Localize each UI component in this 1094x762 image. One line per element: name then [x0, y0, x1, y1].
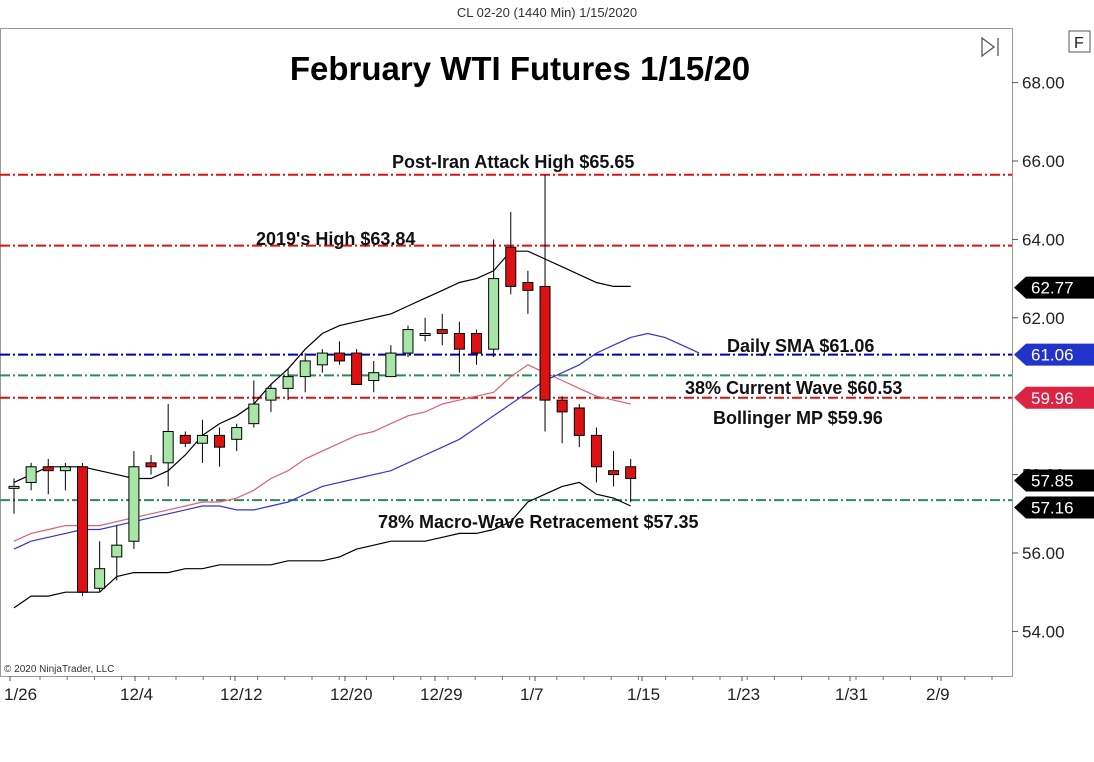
x-tick-label: 12/4	[120, 685, 153, 704]
candle-body	[299, 360, 311, 378]
candle-body	[282, 376, 294, 389]
candle-body	[196, 434, 208, 444]
x-tick-label: 12/29	[420, 685, 463, 704]
candle-body	[556, 399, 568, 413]
candle-body	[351, 352, 363, 385]
x-tick-label: 1/15	[627, 685, 660, 704]
y-tick-label: 66.00	[1022, 152, 1065, 171]
candle-body	[419, 332, 431, 336]
y-tick-label: 62.00	[1022, 309, 1065, 328]
candle-body	[316, 352, 328, 366]
price-tag	[1014, 343, 1094, 366]
mode-button[interactable]	[1068, 30, 1091, 53]
level-label: 2019's High $63.84	[256, 229, 415, 249]
candle-body	[179, 434, 191, 444]
level-label: 78% Macro-Wave Retracement $57.35	[378, 512, 699, 532]
x-tick-label: 2/9	[926, 685, 950, 704]
candle-body	[8, 485, 20, 489]
y-tick-label: 64.00	[1022, 230, 1065, 249]
candle-body	[625, 466, 637, 480]
candle-body	[25, 466, 37, 483]
scroll-to-end-icon[interactable]	[981, 36, 996, 58]
level-label: Post-Iran Attack High $65.65	[392, 152, 634, 172]
candle-body	[231, 427, 243, 440]
candle-body	[608, 470, 620, 476]
price-tag-label: 57.85	[1031, 471, 1074, 490]
candle-body	[539, 285, 551, 401]
candle-body	[505, 246, 517, 287]
y-tick-label: 68.00	[1022, 74, 1065, 93]
candle-body	[248, 403, 260, 425]
candle-body	[111, 544, 123, 558]
price-tag-label: 59.96	[1031, 389, 1074, 408]
price-tag-label: 57.16	[1031, 499, 1074, 518]
candle-body	[573, 407, 585, 436]
candle-body	[214, 434, 226, 448]
bollinger-upper-line	[13, 250, 631, 483]
x-tick-label: 1/26	[4, 685, 37, 704]
copyright-text: © 2020 NinjaTrader, LLC	[4, 664, 114, 675]
x-tick-label: 1/7	[520, 685, 544, 704]
candle-body	[333, 352, 345, 362]
sma-line	[13, 332, 700, 550]
chart-title: February WTI Futures 1/15/20	[290, 50, 750, 87]
y-tick-label: 54.00	[1022, 622, 1065, 641]
candle-body	[59, 466, 71, 472]
candle-body	[590, 434, 602, 468]
candle-body	[436, 329, 448, 334]
x-tick-label: 12/20	[330, 685, 373, 704]
bollinger-mid-line	[13, 364, 631, 542]
instrument-header: CL 02-20 (1440 Min) 1/15/2020	[456, 5, 638, 20]
candle-body	[128, 466, 140, 542]
bollinger-lower-line	[13, 481, 631, 609]
candle-body	[145, 462, 157, 468]
candle-body	[488, 278, 500, 350]
candle-body	[453, 332, 465, 350]
price-tag	[1014, 276, 1094, 299]
candle-body	[77, 466, 89, 593]
candle-body	[402, 329, 414, 354]
x-tick-label: 1/23	[727, 685, 760, 704]
candle-body	[385, 352, 397, 378]
candle-body	[265, 387, 277, 401]
candle-body	[162, 430, 174, 464]
price-tag	[1014, 469, 1094, 492]
level-label: 38% Current Wave $60.53	[685, 378, 902, 398]
candle-body	[471, 332, 483, 354]
x-tick-label: 1/31	[835, 685, 868, 704]
mode-button-label: F	[1074, 35, 1084, 52]
price-tag-label: 61.06	[1031, 346, 1074, 365]
candle-body	[522, 282, 534, 291]
candle-body	[42, 466, 54, 472]
candle-body	[368, 372, 380, 382]
level-label: Daily SMA $61.06	[727, 336, 874, 356]
level-label: Bollinger MP $59.96	[713, 408, 883, 428]
price-tag-label: 62.77	[1031, 279, 1074, 298]
x-tick-label: 12/12	[220, 685, 263, 704]
candle-body	[94, 568, 106, 589]
price-tag	[1014, 496, 1094, 519]
price-tag	[1014, 386, 1094, 409]
y-tick-label: 56.00	[1022, 544, 1065, 563]
